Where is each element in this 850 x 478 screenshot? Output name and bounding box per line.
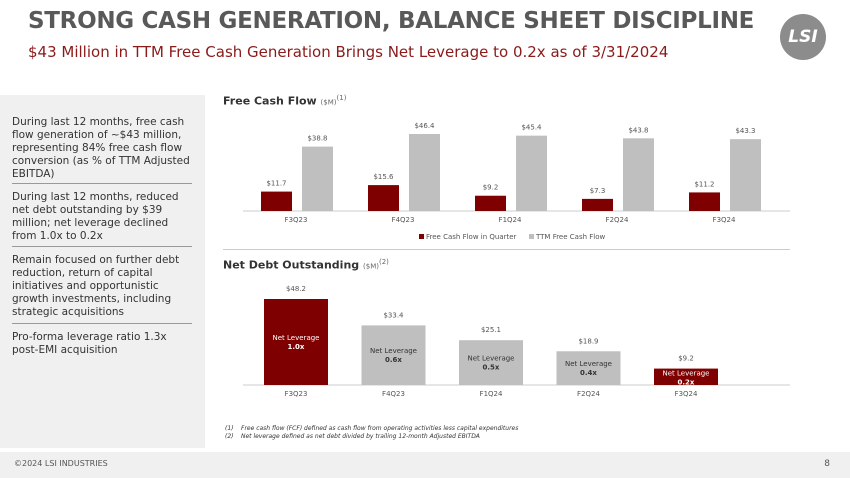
- data-label: $18.9: [578, 337, 598, 345]
- left-panel: [0, 95, 205, 448]
- net-debt-bar: [556, 351, 621, 385]
- data-label: $25.1: [481, 326, 501, 334]
- x-tick-label: F4Q23: [392, 216, 415, 224]
- legend-swatch-quarter: [419, 234, 424, 239]
- fcf-quarter-bar: [368, 185, 399, 211]
- x-tick-label: F3Q23: [285, 390, 308, 398]
- footer-bar: [0, 452, 850, 478]
- x-tick-label: F3Q24: [713, 216, 736, 224]
- x-tick-label: F1Q24: [499, 216, 522, 224]
- data-label: $45.4: [521, 124, 542, 132]
- debt-chart-title: Net Debt Outstanding ($M)(2): [223, 258, 389, 272]
- data-label: $9.2: [678, 355, 694, 363]
- net-leverage-label: Net Leverage: [468, 355, 515, 363]
- x-tick-label: F2Q24: [577, 390, 600, 398]
- fcf-quarter-bar: [261, 191, 292, 211]
- net-leverage-label: Net Leverage: [273, 334, 320, 342]
- legend-label-ttm: TTM Free Cash Flow: [535, 233, 606, 241]
- lsi-logo: LSI: [780, 14, 826, 60]
- data-label: $46.4: [414, 122, 435, 130]
- fcf-quarter-bar: [689, 192, 720, 211]
- divider: [12, 183, 192, 184]
- data-label: $11.2: [694, 180, 714, 188]
- fcf-chart-title: Free Cash Flow ($M)(1): [223, 94, 347, 108]
- copyright: ©2024 LSI INDUSTRIES: [14, 459, 108, 468]
- net-debt-bar: [361, 325, 426, 385]
- data-label: $38.8: [307, 135, 327, 143]
- data-label: $33.4: [383, 311, 404, 319]
- divider: [12, 246, 192, 247]
- bullet-3: Remain focused on further debt reduction…: [12, 254, 180, 318]
- fcf-quarter-bar: [582, 198, 613, 211]
- divider: [223, 249, 790, 250]
- data-label: $11.7: [266, 180, 286, 188]
- x-tick-label: F3Q24: [675, 390, 698, 398]
- page-number: 8: [824, 459, 830, 469]
- x-tick-label: F3Q23: [285, 216, 308, 224]
- data-label: $43.8: [628, 126, 648, 134]
- x-tick-label: F4Q23: [382, 390, 405, 398]
- net-leverage-value: 0.4x: [580, 369, 597, 377]
- fcf-ttm-bar: [730, 139, 761, 211]
- legend-swatch-ttm: [529, 234, 534, 239]
- net-leverage-value: 1.0x: [288, 343, 305, 351]
- legend-label-quarter: Free Cash Flow in Quarter: [426, 233, 517, 241]
- fcf-ttm-bar: [302, 146, 333, 211]
- net-leverage-value: 0.6x: [385, 356, 402, 364]
- net-debt-bar: [654, 368, 718, 385]
- net-leverage-label: Net Leverage: [663, 370, 710, 378]
- bullet-2: During last 12 months, reduced net debt …: [12, 191, 179, 242]
- fcf-ttm-bar: [516, 135, 547, 211]
- data-label: $15.6: [373, 173, 394, 181]
- net-debt-bar: [459, 340, 523, 385]
- data-label: $43.3: [735, 127, 755, 135]
- fcf-quarter-bar: [475, 195, 506, 211]
- net-debt-bar: [264, 299, 328, 385]
- x-tick-label: F1Q24: [480, 390, 503, 398]
- net-leverage-label: Net Leverage: [370, 347, 417, 355]
- bullet-1: During last 12 months, free cash flow ge…: [12, 116, 190, 180]
- fcf-ttm-bar: [409, 134, 440, 211]
- footnotes: (1) Free cash flow (FCF) defined as cash …: [225, 425, 519, 440]
- data-label: $48.2: [286, 285, 306, 293]
- data-label: $9.2: [483, 184, 499, 192]
- divider: [12, 323, 192, 324]
- bullet-4: Pro-forma leverage ratio 1.3x post-EMI a…: [12, 331, 167, 356]
- net-leverage-value: 0.2x: [678, 379, 695, 387]
- data-label: $7.3: [590, 187, 606, 195]
- fcf-ttm-bar: [623, 138, 654, 211]
- page-subtitle: $43 Million in TTM Free Cash Generation …: [28, 43, 669, 61]
- net-leverage-value: 0.5x: [483, 364, 500, 372]
- net-leverage-label: Net Leverage: [565, 360, 612, 368]
- page-title: STRONG CASH GENERATION, BALANCE SHEET DI…: [28, 8, 755, 34]
- x-tick-label: F2Q24: [606, 216, 629, 224]
